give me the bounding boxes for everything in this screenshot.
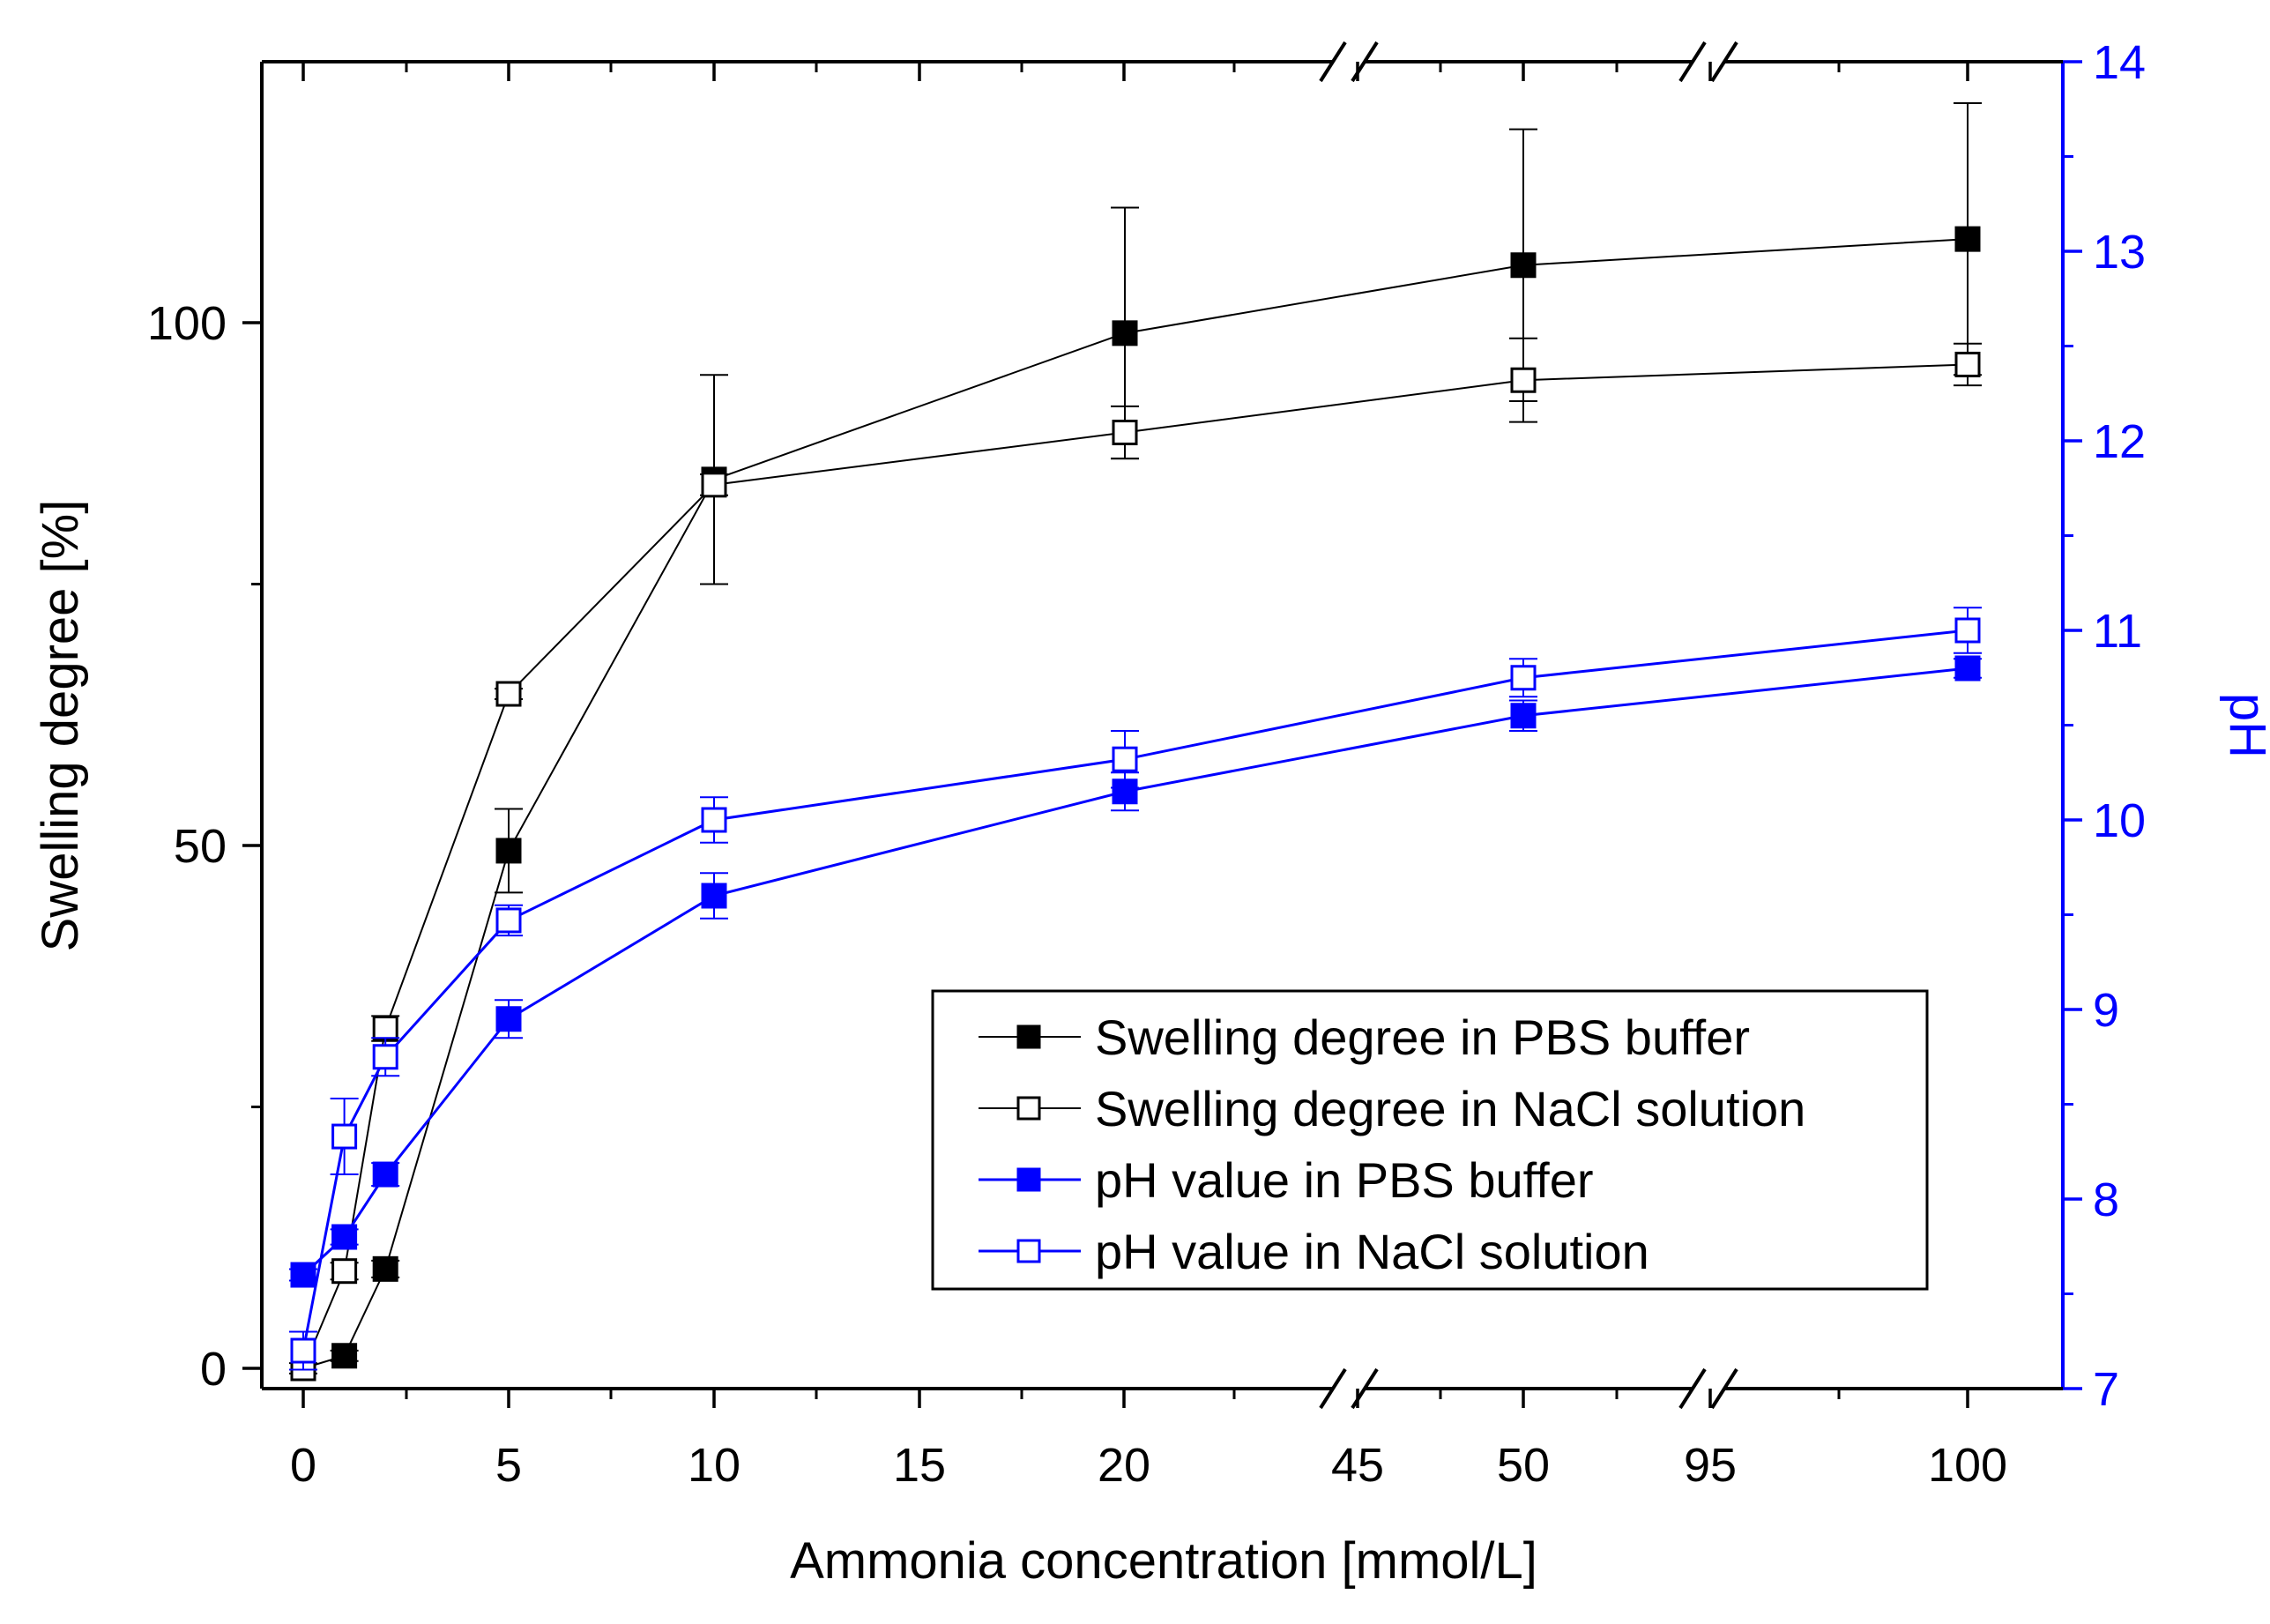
y-tick-label: 50: [174, 820, 227, 873]
axes-frame: [260, 41, 2065, 1410]
y-tick-label: 0: [200, 1343, 227, 1396]
x-tick-label: 45: [1331, 1439, 1384, 1492]
data-point: [1112, 320, 1138, 346]
series-line: [302, 238, 1969, 1369]
data-point: [372, 1161, 398, 1188]
axis-break-mark: [1710, 1367, 1738, 1410]
data-point: [1510, 665, 1537, 691]
right-y-ticks: 7 8 9 10 11 12 13 14: [2063, 36, 2146, 1416]
x-axis-title: Ammonia concentration [mmol/L]: [790, 1532, 1537, 1590]
y2-tick-label: 8: [2093, 1173, 2119, 1226]
x-tick-label: 100: [1928, 1439, 2007, 1492]
legend-marker: [1016, 1239, 1041, 1263]
data-point: [372, 1044, 398, 1070]
data-point: [331, 1258, 358, 1285]
data-point: [495, 1006, 522, 1032]
data-point: [331, 1123, 358, 1150]
data-point: [495, 681, 522, 707]
data-point: [1954, 655, 1981, 682]
y-tick-label: 100: [147, 297, 227, 350]
data-point: [1954, 351, 1981, 377]
data-point: [1112, 420, 1138, 446]
y2-tick-label: 10: [2093, 794, 2146, 847]
data-point: [701, 807, 727, 833]
data-point: [290, 1337, 316, 1364]
legend-marker: [1016, 1167, 1041, 1192]
legend-box: [931, 989, 1929, 1291]
data-point: [1510, 252, 1537, 279]
x-tick-label: 50: [1497, 1439, 1550, 1492]
y2-axis-title: pH: [2219, 693, 2270, 758]
x-tick-label: 15: [893, 1439, 946, 1492]
data-point: [1510, 367, 1537, 393]
legend-marker: [1016, 1096, 1041, 1121]
data-point: [701, 883, 727, 909]
y2-tick-label: 11: [2093, 605, 2142, 658]
series-line: [301, 629, 1969, 1352]
axis-break-mark: [1319, 41, 1347, 83]
x-tick-label: 10: [688, 1439, 741, 1492]
data-point: [1510, 703, 1537, 729]
x-ticks: 0 5 10 15 20 45 50 95 100: [290, 62, 2007, 1492]
axis-break-mark: [1678, 1367, 1707, 1410]
data-point: [495, 907, 522, 934]
legend-entry: pH value in PBS buffer: [979, 1152, 1594, 1208]
legend-label: pH value in PBS buffer: [1095, 1152, 1594, 1208]
legend-entry: pH value in NaCl solution: [979, 1224, 1649, 1279]
x-tick-label: 0: [290, 1439, 316, 1492]
y2-tick-label: 14: [2093, 36, 2146, 89]
axis-break-mark: [1678, 41, 1707, 83]
legend-entry: Swelling degree in PBS buffer: [979, 1009, 1750, 1065]
axis-break-mark: [1710, 41, 1738, 83]
y-axis-title: Swelling degree [%]: [32, 500, 89, 952]
series-3: [289, 655, 1982, 1288]
legend-label: Swelling degree in NaCl solution: [1095, 1081, 1805, 1136]
data-point: [290, 1262, 316, 1288]
legend-label: pH value in NaCl solution: [1095, 1224, 1649, 1279]
legend-marker: [1016, 1024, 1041, 1049]
data-point: [1112, 746, 1138, 772]
series-4: [289, 607, 1982, 1371]
x-tick-label: 20: [1098, 1439, 1150, 1492]
data-point: [331, 1343, 358, 1369]
legend-entry: Swelling degree in NaCl solution: [979, 1081, 1805, 1136]
data-point: [331, 1224, 358, 1250]
data-point: [495, 838, 522, 864]
data-point: [1954, 617, 1981, 644]
y2-tick-label: 13: [2093, 226, 2146, 279]
data-point: [372, 1016, 398, 1042]
x-tick-label: 95: [1684, 1439, 1737, 1492]
data-point: [372, 1255, 398, 1282]
y2-tick-label: 9: [2093, 984, 2119, 1037]
data-point: [1954, 226, 1981, 252]
y2-tick-label: 12: [2093, 415, 2146, 468]
axis-break-mark: [1319, 1367, 1347, 1410]
legend-label: Swelling degree in PBS buffer: [1095, 1009, 1750, 1065]
x-tick-label: 5: [495, 1439, 522, 1492]
data-point: [701, 472, 727, 498]
y2-tick-label: 7: [2093, 1363, 2119, 1416]
left-y-ticks: 0 50 100: [147, 297, 262, 1396]
